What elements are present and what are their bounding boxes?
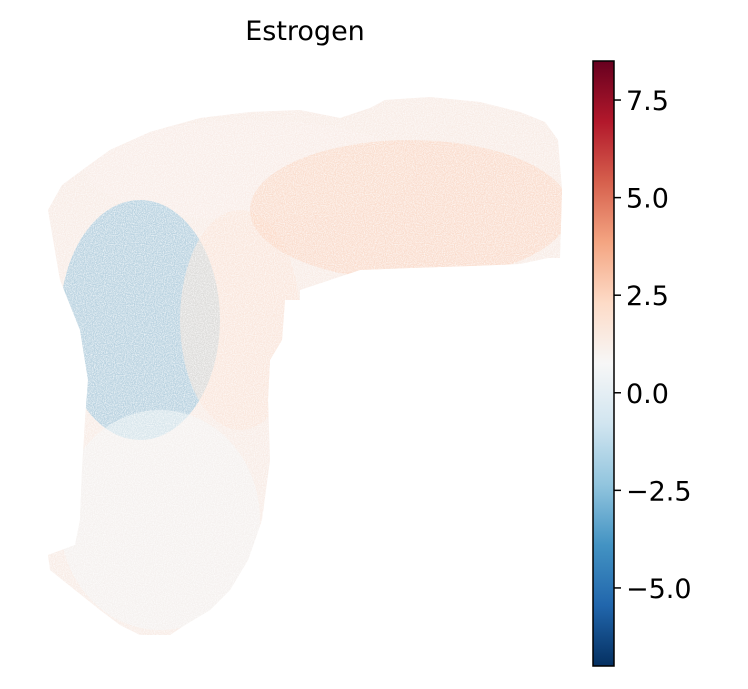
colorbar-tick-label: 5.0 [626, 184, 669, 215]
colorbar-tick-label: 2.5 [626, 281, 669, 312]
texture-overlay [48, 97, 562, 635]
colorbar-tick-label: −2.5 [626, 476, 692, 507]
chart-title: Estrogen [245, 16, 365, 47]
colorbar-tick-label: 7.5 [626, 86, 669, 117]
colorbar-tick-label: 0.0 [626, 379, 669, 410]
colorbar-bar [592, 60, 615, 667]
tissue-heatmap [48, 97, 562, 635]
colorbar-tick-label: −5.0 [626, 574, 692, 605]
colorbar: −5.0 −2.5 0.0 2.5 5.0 7.5 [592, 60, 692, 667]
